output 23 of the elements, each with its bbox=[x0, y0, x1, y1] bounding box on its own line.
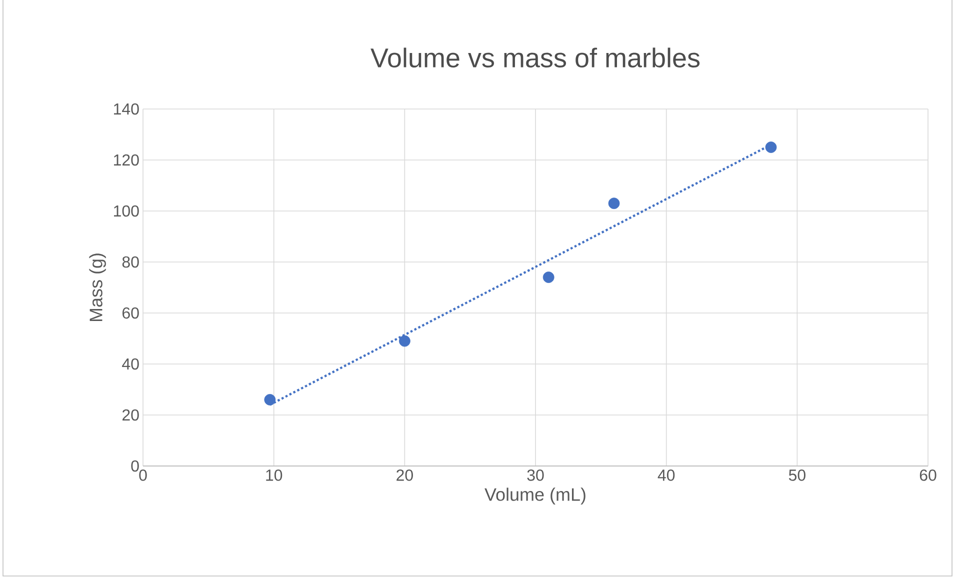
point bbox=[608, 198, 620, 210]
point bbox=[542, 272, 554, 283]
y-tick-label: 60 bbox=[122, 307, 139, 319]
y-axis-title: Mass (g) bbox=[89, 254, 106, 322]
point bbox=[264, 394, 276, 406]
y-tick-label: 100 bbox=[114, 205, 139, 217]
x-tick-label: 50 bbox=[788, 470, 806, 481]
point bbox=[765, 142, 777, 153]
x-tick-label: 20 bbox=[396, 470, 413, 481]
x-tick-label: 0 bbox=[139, 470, 147, 481]
x-tick-label: 30 bbox=[527, 470, 544, 481]
x-tick-label: 60 bbox=[920, 470, 936, 481]
y-tick-label: 40 bbox=[122, 358, 139, 370]
point bbox=[398, 335, 410, 347]
x-tick-label: 40 bbox=[658, 470, 675, 481]
x-tick-label: 10 bbox=[266, 470, 282, 481]
x-axis-title: Volume (mL) bbox=[484, 488, 586, 504]
y-tick-label: 0 bbox=[131, 460, 139, 472]
y-tick-label: 140 bbox=[114, 103, 139, 115]
chart-title: Volume vs mass of marbles bbox=[370, 48, 700, 68]
y-tick-label: 120 bbox=[114, 154, 139, 166]
y-tick-label: 80 bbox=[122, 256, 139, 268]
y-tick-label: 20 bbox=[122, 409, 139, 421]
